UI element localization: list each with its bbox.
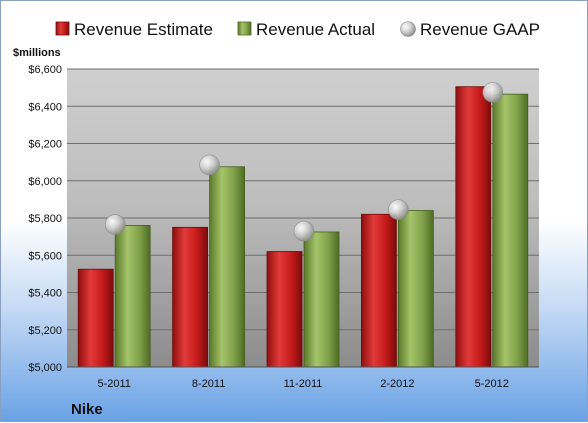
legend: Revenue Estimate Revenue Actual Revenue … [55, 20, 540, 39]
gaap-markers [104, 81, 504, 242]
x-tick-label: 5-2012 [475, 378, 509, 390]
legend-marker-revenue-gaap [400, 21, 416, 37]
y-tick-label: $6,000 [28, 176, 62, 188]
marker-revenue-gaap-8-2011 [199, 154, 220, 176]
bar-revenue-actual-5-2012 [492, 93, 529, 368]
y-tick-label: $5,000 [28, 362, 62, 374]
x-tick-label: 5-2011 [97, 378, 130, 390]
bar-revenue-actual-2-2012 [397, 210, 434, 368]
company-label: Nike [71, 401, 103, 418]
bars [77, 86, 529, 368]
legend-label-revenue-estimate: Revenue Estimate [74, 20, 213, 39]
y-tick-label: $5,600 [28, 250, 62, 262]
legend-swatch-revenue-estimate [55, 21, 70, 36]
marker-revenue-gaap-5-2012 [482, 81, 504, 103]
y-tick-label: $6,200 [28, 139, 62, 151]
marker-revenue-gaap-11-2011 [293, 220, 315, 242]
y-axis-tick-labels: $5,000 $5,200 $5,400 $5,600 $5,800 $6,000 $6,2… [28, 64, 62, 374]
y-tick-label: $5,200 [28, 325, 62, 337]
bar-revenue-actual-5-2011 [114, 225, 151, 368]
legend-swatch-revenue-actual [237, 21, 252, 36]
x-axis-tick-labels: 5-2011 8-2011 11-2011 2-2012 5-2012 [97, 378, 508, 390]
x-tick-label: 8-2011 [192, 378, 225, 390]
bar-revenue-estimate-11-2011 [266, 251, 303, 368]
bar-revenue-estimate-2-2012 [360, 213, 397, 368]
y-tick-label: $5,800 [28, 213, 62, 225]
y-axis-unit-label: $millions [13, 47, 61, 59]
marker-revenue-gaap-2-2012 [388, 199, 409, 220]
bar-revenue-actual-11-2011 [303, 231, 340, 368]
x-tick-label: 11-2011 [284, 378, 323, 390]
bar-revenue-estimate-5-2011 [77, 268, 114, 368]
y-tick-label: $5,400 [28, 288, 62, 300]
legend-label-revenue-gaap: Revenue GAAP [420, 20, 540, 39]
x-tick-label: 2-2012 [380, 378, 414, 390]
bar-revenue-actual-8-2011 [209, 166, 246, 368]
bar-revenue-estimate-8-2011 [172, 226, 209, 368]
y-tick-label: $6,600 [28, 64, 62, 76]
legend-label-revenue-actual: Revenue Actual [256, 20, 375, 39]
y-tick-label: $6,400 [28, 101, 62, 113]
marker-revenue-gaap-5-2011 [104, 214, 126, 235]
bar-revenue-estimate-5-2012 [455, 86, 492, 368]
